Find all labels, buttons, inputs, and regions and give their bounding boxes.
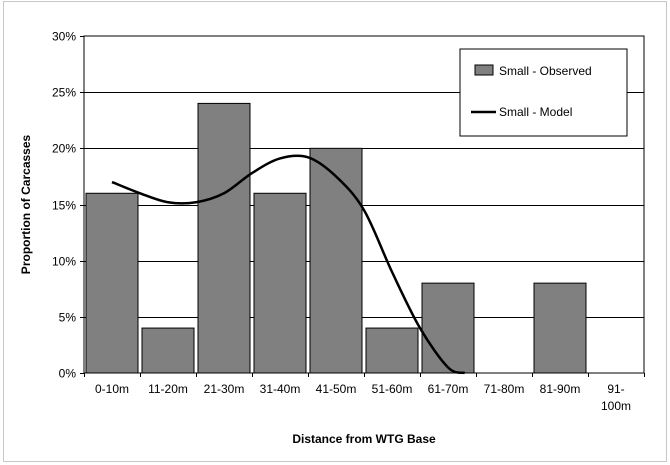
- bar: [309, 147, 363, 374]
- x-tick-label: 71-80m: [484, 382, 525, 396]
- y-tick-label: 5%: [59, 311, 77, 325]
- y-tick-label: 15%: [52, 199, 76, 213]
- y-tick-label: 30%: [52, 30, 76, 44]
- x-tick-label: 0-10m: [95, 382, 129, 396]
- legend-swatch-observed: [474, 64, 494, 76]
- x-tick-label: 91-: [607, 382, 624, 396]
- y-tick-label: 10%: [52, 255, 76, 269]
- legend-label-observed: Small - Observed: [499, 64, 592, 78]
- legend-label-model: Small - Model: [499, 105, 572, 119]
- bar: [141, 327, 195, 374]
- x-tick-label: 11-20m: [148, 382, 188, 396]
- x-tick-label: 31-40m: [260, 382, 301, 396]
- y-axis-title: Proportion of Carcasses: [19, 134, 33, 274]
- x-tick-label: 100m: [601, 399, 631, 413]
- bar: [365, 327, 419, 374]
- y-tick-label: 20%: [52, 142, 76, 156]
- bar: [253, 192, 307, 374]
- x-tick-label: 81-90m: [540, 382, 581, 396]
- bar: [533, 282, 587, 374]
- x-tick-label: 51-60m: [372, 382, 413, 396]
- x-tick-label: 41-50m: [316, 382, 357, 396]
- bar: [421, 282, 475, 374]
- x-tick-label: 61-70m: [428, 382, 469, 396]
- x-axis-title: Distance from WTG Base: [292, 432, 436, 446]
- y-tick-label: 0%: [59, 367, 77, 381]
- model-line: [111, 154, 466, 375]
- y-tick-label: 25%: [52, 86, 76, 100]
- bar: [85, 192, 139, 374]
- x-tick-label: 21-30m: [204, 382, 245, 396]
- legend: [459, 48, 628, 137]
- bar: [197, 102, 251, 374]
